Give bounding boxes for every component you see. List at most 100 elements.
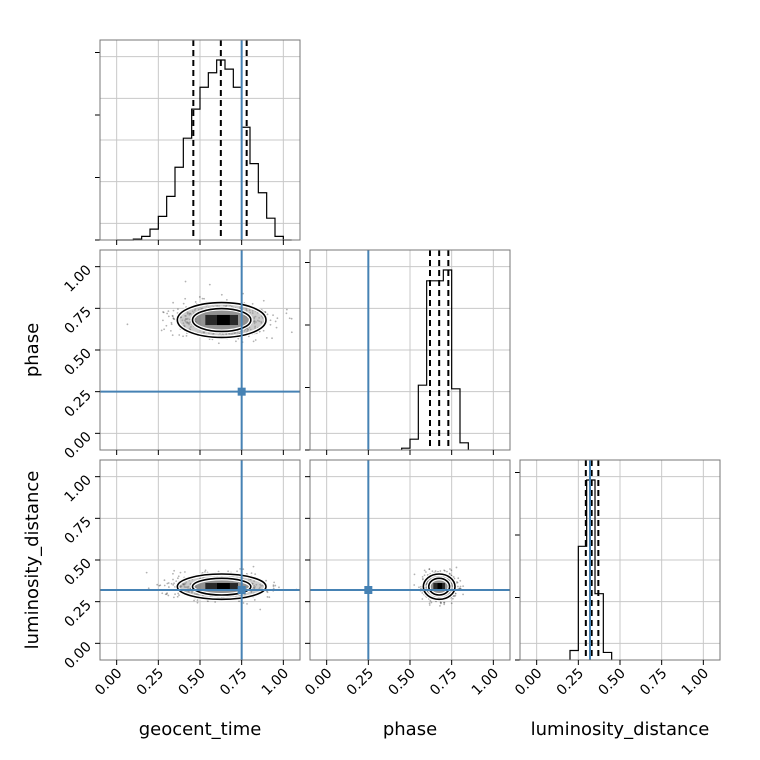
- scatter-geocent-time-vs-luminosity-distance-point-262: [204, 571, 206, 573]
- scatter-phase-vs-luminosity-distance-xtick-label-2: 0.50: [385, 666, 418, 699]
- scatter-geocent-time-vs-phase-point-449: [166, 312, 169, 315]
- scatter-geocent-time-vs-phase-ytick-label-3: 0.75: [61, 304, 94, 337]
- scatter-geocent-time-vs-phase-point-549: [264, 311, 267, 314]
- hist-luminosity-distance-xtick-label-1: 0.25: [554, 666, 587, 699]
- scatter-phase-vs-luminosity-distance-point-510: [456, 581, 459, 584]
- scatter-geocent-time-vs-phase-point-439: [254, 339, 257, 341]
- scatter-geocent-time-vs-phase-point-215: [184, 297, 187, 300]
- scatter-geocent-time-vs-phase-point-386: [217, 342, 220, 345]
- hist-luminosity-distance-xtick-label-0: 0.00: [512, 666, 545, 699]
- scatter-geocent-time-vs-phase-point-0: [285, 312, 288, 315]
- scatter-geocent-time-vs-phase-point-568: [251, 302, 254, 305]
- scatter-phase-vs-luminosity-distance-point-79: [439, 602, 442, 605]
- scatter-geocent-time-vs-luminosity-distance-point-646: [239, 567, 241, 570]
- scatter-geocent-time-vs-luminosity-distance-point-93: [179, 571, 182, 574]
- scatter-geocent-time-vs-phase-point-634: [162, 311, 164, 313]
- scatter-geocent-time-vs-luminosity-distance-point-595: [176, 577, 179, 580]
- scatter-geocent-time-vs-phase-point-179: [184, 280, 187, 283]
- scatter-geocent-time-vs-phase-point-251: [262, 329, 265, 332]
- scatter-geocent-time-vs-luminosity-distance-point-5: [176, 595, 179, 598]
- scatter-geocent-time-vs-phase-point-97: [126, 323, 129, 326]
- scatter-geocent-time-vs-luminosity-distance-point-330: [156, 583, 159, 586]
- scatter-phase-vs-luminosity-distance-point-638: [448, 572, 451, 575]
- scatter-geocent-time-vs-phase-point-305: [203, 297, 206, 300]
- scatter-phase-vs-luminosity-distance-point-19: [454, 594, 457, 597]
- scatter-geocent-time-vs-luminosity-distance-xtick-label-1: 0.25: [134, 666, 167, 699]
- scatter-geocent-time-vs-luminosity-distance-point-17: [278, 586, 280, 589]
- scatter-geocent-time-vs-luminosity-distance-point-4: [172, 584, 175, 586]
- scatter-geocent-time-vs-phase-ytick-label-0: 0.00: [61, 429, 94, 462]
- scatter-geocent-time-vs-luminosity-distance-point-571: [266, 596, 269, 598]
- scatter-geocent-time-vs-phase-point-443: [262, 299, 265, 302]
- scatter-geocent-time-vs-phase-point-337: [177, 308, 179, 311]
- scatter-geocent-time-vs-phase-point-349: [275, 326, 278, 329]
- scatter-phase-vs-luminosity-distance-xtick-label-4: 1.00: [469, 666, 502, 699]
- scatter-geocent-time-vs-phase-ytick-label-4: 1.00: [61, 262, 94, 295]
- scatter-geocent-time-vs-phase-point-421: [171, 315, 174, 318]
- scatter-geocent-time-vs-phase-point-626: [208, 283, 211, 286]
- scatter-geocent-time-vs-phase-point-407: [285, 308, 288, 311]
- scatter-phase-vs-luminosity-distance-point-205: [413, 573, 416, 576]
- scatter-phase-vs-luminosity-distance-point-629: [453, 595, 456, 598]
- scatter-phase-vs-luminosity-distance-point-639: [454, 592, 457, 595]
- scatter-phase-vs-luminosity-distance-point-431: [450, 569, 453, 572]
- scatter-phase-vs-luminosity-distance-point-488: [439, 604, 441, 607]
- scatter-phase-vs-luminosity-distance-point-36: [440, 601, 442, 604]
- scatter-geocent-time-vs-luminosity-distance-point-587: [178, 594, 180, 597]
- scatter-geocent-time-vs-luminosity-distance-point-39: [252, 565, 255, 568]
- ylabel-luminosity-distance: luminosity_distance: [22, 471, 43, 650]
- scatter-geocent-time-vs-phase-ytick-label-1: 0.25: [61, 387, 94, 420]
- scatter-phase-vs-luminosity-distance-point-56: [421, 577, 424, 580]
- scatter-geocent-time-vs-luminosity-distance-xtick-label-3: 0.75: [217, 666, 250, 699]
- scatter-geocent-time-vs-luminosity-distance-point-452: [158, 584, 161, 587]
- scatter-geocent-time-vs-phase-point-189: [163, 328, 166, 331]
- scatter-geocent-time-vs-luminosity-distance-point-121: [196, 601, 199, 604]
- scatter-geocent-time-vs-luminosity-distance-point-523: [173, 569, 176, 572]
- hist-luminosity-distance-xtick-label-4: 1.00: [679, 666, 712, 699]
- scatter-geocent-time-vs-luminosity-distance-point-601: [172, 596, 175, 599]
- scatter-geocent-time-vs-phase-point-639: [288, 317, 291, 320]
- scatter-geocent-time-vs-luminosity-distance-point-359: [167, 582, 170, 584]
- scatter-geocent-time-vs-luminosity-distance-point-138: [242, 602, 245, 604]
- scatter-phase-vs-luminosity-distance-xtick-label-3: 0.75: [427, 666, 460, 699]
- panels-layer: 0.00 0.25 0.50 0.75 1.000.000.250.500.751.00…: [61, 39, 721, 699]
- scatter-geocent-time-vs-luminosity-distance-point-306: [272, 584, 275, 587]
- scatter-geocent-time-vs-phase-density-peak: [217, 314, 230, 326]
- scatter-geocent-time-vs-luminosity-distance-ytick-label-3: 0.75: [61, 514, 94, 547]
- scatter-geocent-time-vs-luminosity-distance-point-103: [172, 572, 174, 575]
- scatter-geocent-time-vs-phase-point-347: [265, 336, 268, 339]
- scatter-geocent-time-vs-luminosity-distance-point-178: [161, 592, 164, 595]
- scatter-phase-vs-luminosity-distance-point-515: [439, 570, 442, 572]
- scatter-phase-vs-luminosity-distance-point-247: [443, 601, 445, 604]
- scatter-phase-vs-luminosity-distance-point-167: [459, 587, 461, 590]
- scatter-geocent-time-vs-phase-point-426: [167, 315, 170, 318]
- hist-luminosity-distance-xtick-label-3: 0.75: [637, 666, 670, 699]
- scatter-phase-vs-luminosity-distance-point-362: [448, 573, 451, 575]
- scatter-geocent-time-vs-luminosity-distance-ytick-label-4: 1.00: [61, 472, 94, 505]
- scatter-phase-vs-luminosity-distance-point-70: [439, 601, 442, 603]
- scatter-geocent-time-vs-phase-contour-0: [191, 307, 252, 333]
- scatter-geocent-time-vs-phase-point-289: [162, 319, 164, 322]
- scatter-geocent-time-vs-luminosity-distance-point-74: [238, 600, 240, 603]
- scatter-geocent-time-vs-luminosity-distance-point-323: [159, 584, 162, 587]
- scatter-geocent-time-vs-phase-point-442: [271, 337, 273, 340]
- hist-phase-step: [401, 269, 469, 450]
- scatter-geocent-time-vs-luminosity-distance-point-314: [274, 584, 277, 587]
- scatter-phase-vs-luminosity-distance-point-596: [428, 568, 431, 571]
- scatter-geocent-time-vs-luminosity-distance-ytick-label-1: 0.25: [61, 597, 94, 630]
- scatter-phase-vs-luminosity-distance-contour-0: [427, 577, 451, 596]
- scatter-phase-vs-luminosity-distance-point-186: [446, 570, 448, 573]
- scatter-phase-vs-luminosity-distance-point-404: [443, 601, 446, 604]
- scatter-geocent-time-vs-luminosity-distance-point-614: [166, 592, 168, 595]
- scatter-phase-vs-luminosity-distance-point-349: [459, 585, 462, 588]
- scatter-geocent-time-vs-luminosity-distance-point-546: [227, 570, 230, 573]
- scatter-geocent-time-vs-luminosity-distance-point-612: [236, 570, 238, 573]
- scatter-geocent-time-vs-luminosity-distance-point-329: [147, 587, 150, 590]
- scatter-geocent-time-vs-phase-point-510: [220, 293, 223, 296]
- scatter-geocent-time-vs-luminosity-distance-point-96: [265, 579, 267, 582]
- scatter-geocent-time-vs-phase-point-363: [182, 302, 185, 305]
- scatter-geocent-time-vs-luminosity-distance-truth-marker: [237, 586, 246, 594]
- scatter-geocent-time-vs-phase-point-231: [235, 340, 237, 343]
- scatter-phase-vs-luminosity-distance-point-304: [424, 571, 427, 573]
